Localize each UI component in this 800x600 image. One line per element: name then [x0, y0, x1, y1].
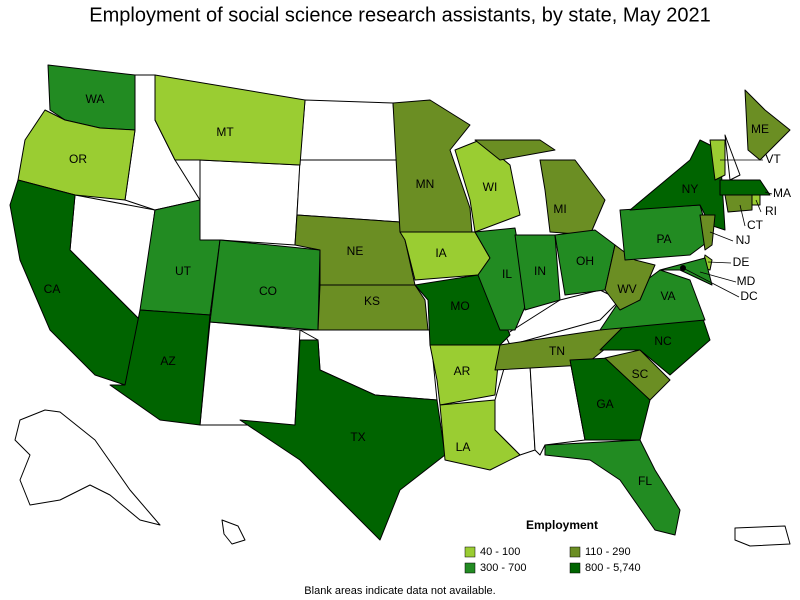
state: [544, 439, 681, 536]
state: [17, 109, 136, 201]
state-blank: [199, 321, 301, 426]
legend-label: 300 - 700: [480, 562, 526, 574]
state-blank: [296, 159, 401, 223]
legend-swatch: [464, 546, 476, 558]
state-label: VA: [660, 289, 675, 303]
legend-swatch: [569, 546, 581, 558]
state-label: MN: [416, 177, 435, 191]
leader-line: [755, 199, 762, 213]
legend-label: 800 - 5,740: [585, 562, 641, 574]
leader-line: [699, 271, 737, 283]
state-label: WV: [617, 282, 636, 296]
state-label: MO: [450, 299, 469, 313]
state-label: LA: [456, 440, 471, 454]
state-label: TX: [350, 430, 365, 444]
legend-label: 40 - 100: [480, 546, 520, 558]
state-label: IL: [502, 267, 512, 281]
legend-swatch: [569, 562, 581, 574]
leader-line: [709, 231, 734, 242]
state: [514, 234, 561, 311]
state-blank: [221, 519, 246, 545]
state: [724, 194, 753, 213]
state-blank: [14, 409, 161, 526]
state-label: FL: [638, 474, 652, 488]
state-label: CT: [747, 218, 764, 232]
state-label: VT: [765, 152, 781, 166]
state-label: WI: [483, 180, 498, 194]
state: [109, 309, 211, 426]
state: [154, 74, 306, 166]
state-blank: [299, 99, 399, 161]
state-label: CA: [44, 282, 61, 296]
state-label: NC: [654, 334, 672, 348]
legend-label: 110 - 290: [585, 546, 631, 558]
leader-line: [764, 191, 773, 195]
state-label: KS: [364, 294, 380, 308]
state-label: OR: [69, 152, 87, 166]
state: [439, 399, 521, 471]
state-label: AZ: [160, 354, 175, 368]
state-label: RI: [765, 204, 777, 218]
state-label: DE: [733, 255, 750, 269]
state-part: [474, 139, 556, 161]
legend-title: Employment: [526, 518, 598, 532]
state-label: NJ: [736, 233, 751, 247]
state: [719, 179, 771, 196]
state-label: NY: [682, 182, 699, 196]
state-label: MI: [553, 202, 566, 216]
leader-line: [682, 267, 740, 298]
state: [239, 339, 446, 541]
state-label: NE: [347, 244, 364, 258]
state-label: ME: [751, 122, 769, 136]
state: [604, 244, 656, 311]
leader-line: [739, 204, 746, 227]
state: [569, 357, 651, 441]
state-label: IA: [435, 246, 446, 260]
state: [744, 89, 791, 161]
state-blank: [724, 134, 741, 181]
state-label: GA: [596, 397, 613, 411]
state: [9, 179, 141, 386]
legend: Employment 40 - 100 110 - 290 300 - 700 800…: [464, 518, 641, 574]
legend-items: 40 - 100 110 - 290 300 - 700 800 - 5,740: [464, 546, 641, 574]
state: [317, 284, 429, 331]
state-label: MA: [773, 186, 791, 200]
leader-line: [707, 261, 732, 264]
state: [429, 344, 501, 406]
map-title: Employment of social science research as…: [89, 4, 710, 26]
state-label: IN: [534, 264, 546, 278]
state-label: UT: [175, 264, 192, 278]
state-label: MT: [216, 125, 234, 139]
state-label: PA: [656, 232, 671, 246]
state: [699, 214, 716, 251]
state-label: AR: [454, 364, 471, 378]
blank-states: [14, 74, 791, 547]
state: [659, 257, 713, 286]
state-label: SC: [632, 367, 649, 381]
legend-swatch: [464, 562, 476, 574]
state: [709, 139, 726, 181]
state-label: DC: [740, 289, 758, 303]
state: [539, 159, 606, 236]
state-blank: [199, 159, 301, 246]
state-label: CO: [259, 284, 277, 298]
state: [604, 349, 671, 401]
state-label: TN: [549, 344, 565, 358]
states: WA OR CA MT UT CO AZ NE KS TX MN IA MO AR LA WI IL IN MI OH…: [9, 64, 791, 541]
state-label: OH: [576, 254, 594, 268]
state-blank: [734, 525, 791, 547]
state-label: MD: [737, 274, 756, 288]
footnote: Blank areas indicate data not available.: [304, 585, 495, 597]
state-label: WA: [86, 92, 105, 106]
